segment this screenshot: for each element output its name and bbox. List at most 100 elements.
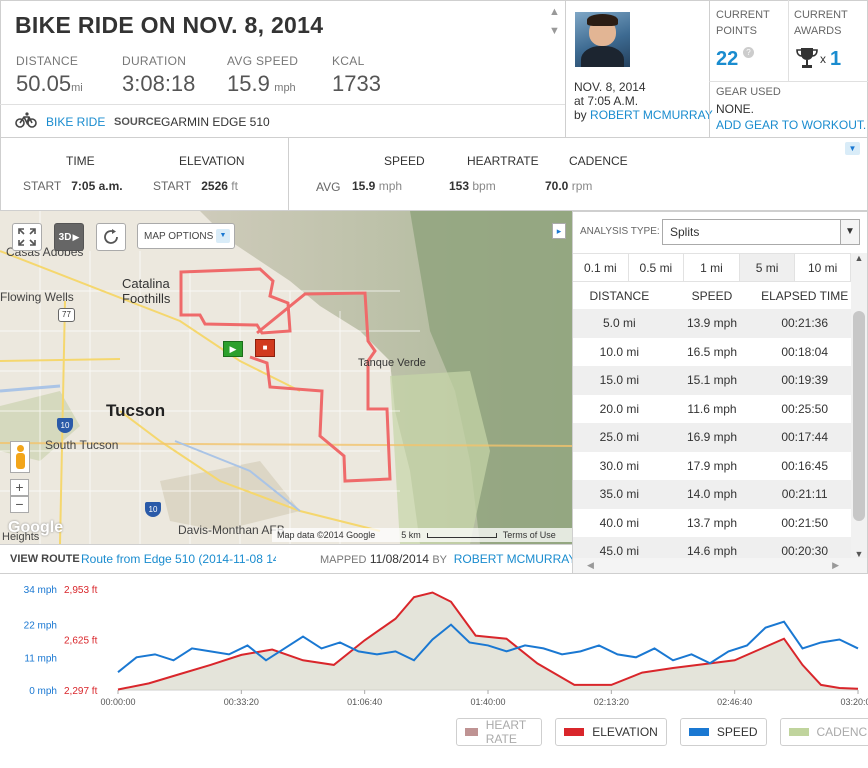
split-distance: 30.0 mi: [599, 458, 640, 473]
legend-toggle-elevation[interactable]: ELEVATION: [555, 718, 667, 746]
avg-hr-value: 153: [449, 179, 470, 193]
split-speed: 13.9 mph: [686, 316, 738, 330]
elevation-tick-label: 2,625 ft: [64, 636, 98, 647]
legend-toggle-heart-rate[interactable]: HEART RATE: [456, 718, 543, 746]
table-row[interactable]: 5.0 mi 13.9 mph 00:21:36: [573, 309, 851, 338]
summary-expand-button[interactable]: ▼: [845, 142, 860, 155]
split-speed: 14.0 mph: [686, 487, 738, 501]
scroll-right-icon[interactable]: ▶: [832, 560, 839, 570]
fullscreen-button[interactable]: [12, 223, 42, 251]
tab-split-3[interactable]: 5 mi: [739, 254, 796, 281]
awards-multiplier: x: [820, 52, 826, 66]
split-elapsed: 00:19:39: [781, 373, 829, 387]
split-elapsed: 00:21:36: [781, 316, 829, 330]
3d-view-button[interactable]: 3D ▶: [54, 223, 84, 251]
zoom-in-button[interactable]: +: [10, 479, 29, 496]
map-label-flowing-wells: Flowing Wells: [0, 290, 74, 304]
avatar[interactable]: [575, 12, 630, 67]
x-tick-label: 01:06:40: [347, 697, 382, 707]
divider: [288, 137, 289, 211]
points-value: 22: [716, 48, 739, 70]
analysis-type-select[interactable]: Splits ▼: [662, 219, 860, 245]
table-row[interactable]: 10.0 mi 16.5 mph 00:18:04: [573, 338, 851, 367]
stat-duration: DURATION 3:08:18: [122, 54, 195, 97]
table-row[interactable]: 40.0 mi 13.7 mph 00:21:50: [573, 509, 851, 538]
route-link[interactable]: Route from Edge 510 (2014-11-08 14:0: [81, 552, 276, 566]
table-row[interactable]: 35.0 mi 14.0 mph 00:21:11: [573, 480, 851, 509]
tab-split-1[interactable]: 0.5 mi: [629, 254, 685, 281]
legend-toggle-cadence[interactable]: CADENCE: [779, 718, 868, 746]
avg-speed-value: 15.9: [352, 179, 376, 193]
x-tick-label: 00:33:20: [224, 697, 259, 707]
stat-avg-speed: AVG SPEED 15.9 mph: [227, 54, 298, 97]
zoom-out-button[interactable]: −: [10, 496, 29, 513]
table-row[interactable]: 45.0 mi 14.6 mph 00:20:30: [573, 537, 851, 560]
avg-hr-unit: bpm: [472, 179, 496, 193]
split-elapsed: 00:17:44: [781, 430, 829, 444]
tab-split-4[interactable]: 10 mi: [795, 254, 851, 281]
points-label-line: POINTS: [716, 25, 757, 37]
chevron-down-icon: ▼: [216, 229, 230, 243]
workout-chart[interactable]: 34 mph 22 mph 11 mph 0 mph 2,953 ft 2,625 ft 2…: [0, 574, 868, 716]
scroll-left-icon[interactable]: ◀: [587, 560, 594, 570]
tab-split-2[interactable]: 1 mi: [684, 254, 740, 281]
legend-swatch: [688, 728, 709, 736]
table-row[interactable]: 30.0 mi 17.9 mph 00:16:45: [573, 452, 851, 481]
divider: [709, 81, 868, 82]
start-marker-icon[interactable]: ▶: [223, 341, 243, 357]
map-label-davis-monthan: Davis-Monthan AFB: [178, 523, 285, 537]
chevron-down-icon: ▼: [840, 220, 859, 244]
elevation-tick-label: 2,297 ft: [64, 686, 98, 697]
avg-label: AVG: [316, 180, 341, 194]
scroll-down-icon[interactable]: ▼: [854, 549, 864, 559]
stat-label: AVG SPEED: [227, 54, 299, 68]
points-help-icon[interactable]: ?: [743, 47, 754, 58]
stat-unit: mph: [274, 82, 296, 94]
trophy-icon: [796, 48, 818, 68]
summary-time-start: START 7:05 a.m.: [23, 179, 123, 193]
split-distance: 20.0 mi: [599, 401, 640, 416]
map-label-heights: Heights: [2, 531, 40, 543]
scale-bar: [426, 532, 497, 538]
horizontal-scrollbar[interactable]: ◀ ▶: [573, 558, 867, 573]
x-tick-label: 01:40:00: [470, 697, 505, 707]
author-line: by ROBERT MCMURRAY: [574, 108, 713, 122]
awards-label: CURRENT AWARDS: [794, 7, 848, 39]
scroll-up-button[interactable]: ▲: [549, 6, 560, 18]
start-label: START: [153, 179, 192, 193]
table-scrollbar[interactable]: ▲ ▼: [851, 253, 867, 561]
terms-link[interactable]: Terms of Use: [502, 530, 556, 540]
finish-marker-icon[interactable]: ■: [255, 339, 275, 357]
bicycle-icon: [15, 112, 37, 128]
scroll-up-icon[interactable]: ▲: [854, 253, 864, 263]
start-label: START: [23, 179, 62, 193]
author-link[interactable]: ROBERT MCMURRAY: [590, 108, 713, 122]
table-row[interactable]: 20.0 mi 11.6 mph 00:25:50: [573, 395, 851, 424]
map-label-tucson: Tucson: [106, 401, 166, 420]
tab-split-0[interactable]: 0.1 mi: [573, 254, 629, 281]
table-row[interactable]: 15.0 mi 15.1 mph 00:19:39: [573, 366, 851, 395]
legend-toggle-speed[interactable]: SPEED: [679, 718, 767, 746]
route-map[interactable]: ▶ ■ Casas Adobes Catalina Foothills Flow…: [0, 211, 573, 544]
legend-swatch: [788, 728, 809, 736]
elevation-tick-label: 2,953 ft: [64, 585, 98, 596]
scroll-thumb[interactable]: [853, 311, 865, 521]
elevation-area: [118, 592, 858, 690]
legend-label: CADENCE: [816, 725, 868, 739]
street-view-icon[interactable]: [10, 441, 30, 473]
legend-label: HEART RATE: [485, 718, 526, 746]
add-gear-link[interactable]: ADD GEAR TO WORKOUT.: [716, 118, 867, 132]
scroll-down-button[interactable]: ▼: [549, 25, 560, 37]
map-options-button[interactable]: MAP OPTIONS ▼: [137, 223, 235, 249]
replay-button[interactable]: [96, 223, 126, 251]
page-title: BIKE RIDE ON NOV. 8, 2014: [15, 12, 324, 38]
split-speed: 17.9 mph: [686, 458, 738, 473]
workout-date: NOV. 8, 2014: [574, 80, 646, 94]
activity-type-link[interactable]: BIKE RIDE: [46, 115, 106, 129]
summary-time-label: TIME: [66, 154, 95, 168]
stat-distance: DISTANCE 50.05mi: [16, 54, 83, 97]
table-row[interactable]: 25.0 mi 16.9 mph 00:17:44: [573, 423, 851, 452]
map-attribution: Map data ©2014 Google: [277, 530, 376, 540]
panel-expand-button[interactable]: ▸: [552, 223, 566, 239]
mapped-author-link[interactable]: ROBERT MCMURRAY: [453, 552, 577, 566]
